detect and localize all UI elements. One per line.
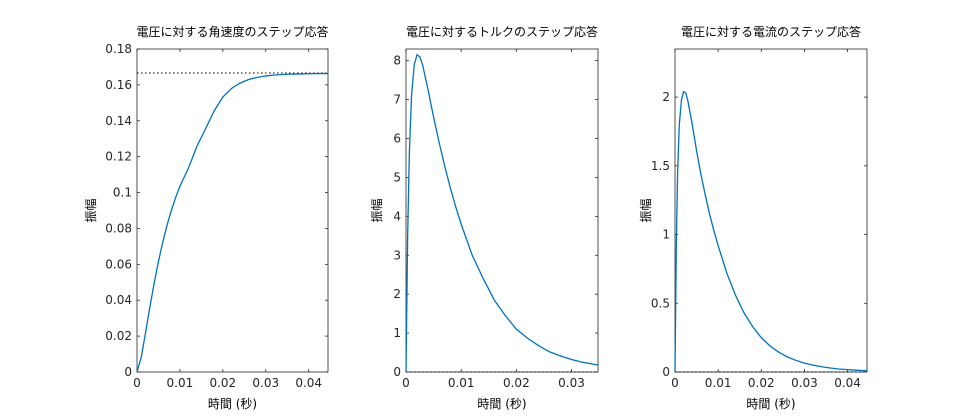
x-tick-label: 0.02 <box>503 376 530 390</box>
y-axis-label: 振幅 <box>638 198 653 222</box>
y-axis-label: 振幅 <box>83 198 98 222</box>
x-tick-label: 0.03 <box>558 376 585 390</box>
chart-1: 電圧に対する角速度のステップ応答 0 0.02 0.04 0.06 0.08 0.1 0.12… <box>83 24 329 411</box>
x-tick-label: 0.02 <box>209 376 236 390</box>
plot-frame <box>674 48 868 373</box>
y-tick-label: 0 <box>124 365 132 379</box>
y-tick-label: 0.12 <box>105 150 132 164</box>
y-tick-label: 7 <box>393 93 401 107</box>
y-tick-label: 3 <box>393 248 401 262</box>
y-tick-label: 0.1 <box>113 186 132 200</box>
y-tick-label: 8 <box>393 54 401 68</box>
y-tick-label: 6 <box>393 132 401 146</box>
y-tick-label: 1 <box>662 228 670 242</box>
x-tick-label: 0.01 <box>448 376 475 390</box>
y-tick-label: 2 <box>393 287 401 301</box>
x-tick-label: 0.03 <box>252 376 279 390</box>
y-axis-label: 振幅 <box>369 198 384 222</box>
x-tick-label: 0 <box>133 376 141 390</box>
y-tick-label: 0.06 <box>105 257 132 271</box>
y-tick-label: 0.18 <box>105 42 132 56</box>
y-tick-label: 1 <box>393 326 401 340</box>
chart-3: 電圧に対する電流のステップ応答 0 0.5 1 1.5 2 0 0.01 0.02 0.03 0.0… <box>638 24 868 411</box>
x-axis-label: 時間 (秒) <box>477 397 526 411</box>
x-tick-label: 0 <box>402 376 410 390</box>
y-tick-label: 2 <box>662 90 670 104</box>
y-tick-label: 0 <box>662 365 670 379</box>
x-tick-label: 0.02 <box>748 376 775 390</box>
y-tick-label: 0.02 <box>105 329 132 343</box>
x-tick-label: 0.01 <box>167 376 194 390</box>
x-axis-label: 時間 (秒) <box>208 397 257 411</box>
series-line-1 <box>405 53 599 373</box>
series-line-1 <box>674 90 868 373</box>
x-tick-label: 0.03 <box>791 376 818 390</box>
y-tick-label: 0.16 <box>105 78 132 92</box>
y-tick-label: 0.04 <box>105 293 132 307</box>
y-tick-label: 0.5 <box>651 296 670 310</box>
plot-frame <box>405 48 599 373</box>
chart-title: 電圧に対する電流のステップ応答 <box>681 24 861 39</box>
chart-2: 電圧に対するトルクのステップ応答 0 1 2 3 4 5 6 7 8 0 0.01 0.02 0.03 時間… <box>369 24 599 411</box>
series-line-1 <box>136 72 328 373</box>
plot-frame <box>136 48 329 373</box>
chart-title: 電圧に対するトルクのステップ応答 <box>406 24 598 39</box>
chart-title: 電圧に対する角速度のステップ応答 <box>136 24 328 39</box>
y-tick-label: 0.14 <box>105 114 132 128</box>
x-tick-label: 0 <box>671 376 679 390</box>
x-tick-label: 0.04 <box>295 376 322 390</box>
y-tick-label: 4 <box>393 209 401 223</box>
x-tick-label: 0.04 <box>834 376 861 390</box>
y-tick-label: 5 <box>393 170 401 184</box>
x-axis-label: 時間 (秒) <box>746 397 795 411</box>
y-tick-label: 1.5 <box>651 159 670 173</box>
x-tick-label: 0.01 <box>705 376 732 390</box>
y-tick-label: 0 <box>393 365 401 379</box>
y-tick-label: 0.08 <box>105 221 132 235</box>
